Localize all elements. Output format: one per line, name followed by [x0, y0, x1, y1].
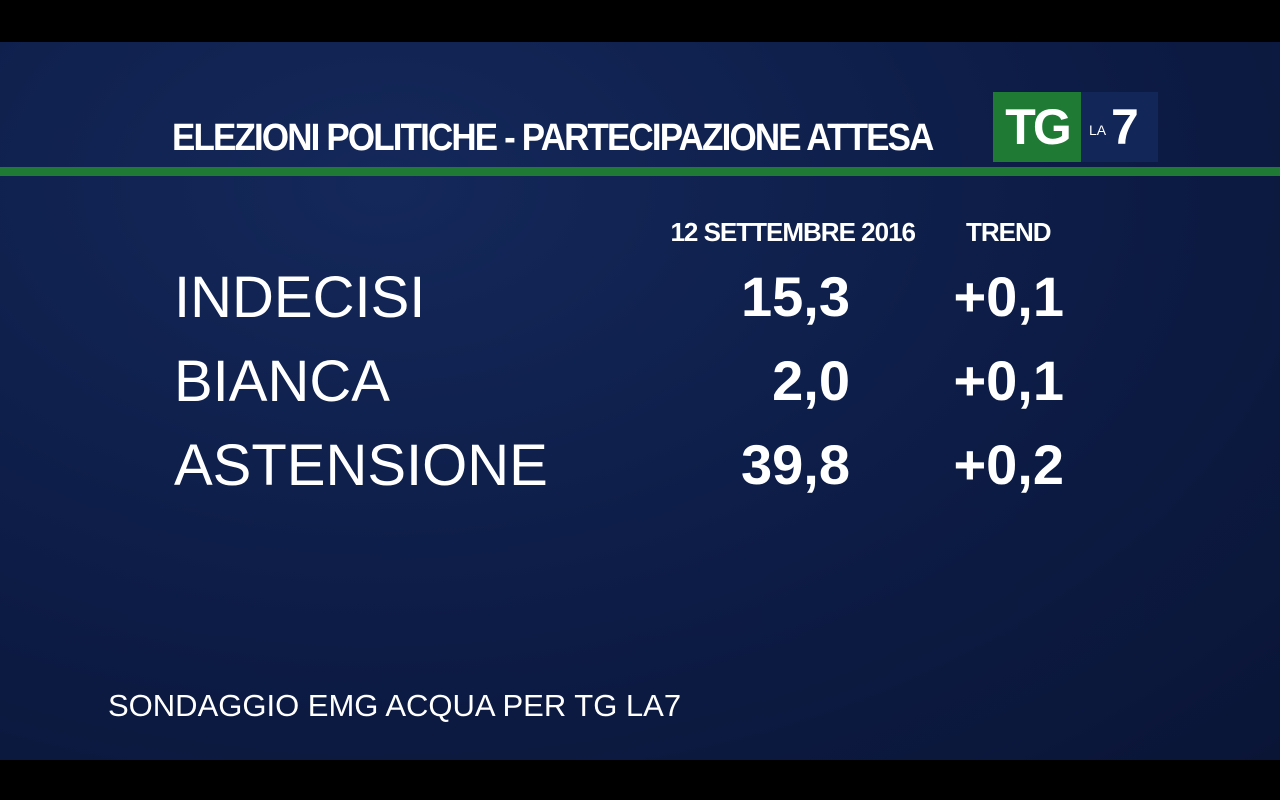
logo-la7: LA 7	[1081, 92, 1158, 162]
column-header: 12 SETTEMBRE 2016	[670, 217, 916, 247]
title: ELEZIONI POLITICHE - PARTECIPAZIONE ATTE…	[172, 117, 934, 159]
row-label: INDECISI	[174, 265, 426, 330]
row-value: 2,0	[772, 349, 850, 412]
row-value: 39,8	[741, 433, 850, 496]
logo-tg: TG	[993, 92, 1081, 162]
row-value: 15,3	[741, 265, 850, 328]
column-header: TREND	[966, 217, 1052, 247]
row-trend: +0,2	[953, 433, 1064, 496]
row-label: BIANCA	[174, 349, 390, 414]
green-rule	[0, 167, 1280, 176]
footer: SONDAGGIO EMG ACQUA PER TG LA7	[108, 688, 682, 723]
logo-seven: 7	[1111, 99, 1139, 155]
row-trend: +0,1	[953, 265, 1064, 328]
row-trend: +0,1	[953, 349, 1064, 412]
row-label: ASTENSIONE	[174, 433, 548, 498]
logo-la: LA	[1089, 122, 1107, 138]
screen: ELEZIONI POLITICHE - PARTECIPAZIONE ATTE…	[0, 42, 1280, 760]
